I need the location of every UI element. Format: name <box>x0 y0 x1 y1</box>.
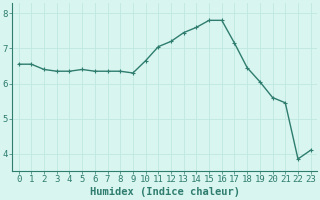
X-axis label: Humidex (Indice chaleur): Humidex (Indice chaleur) <box>90 187 240 197</box>
